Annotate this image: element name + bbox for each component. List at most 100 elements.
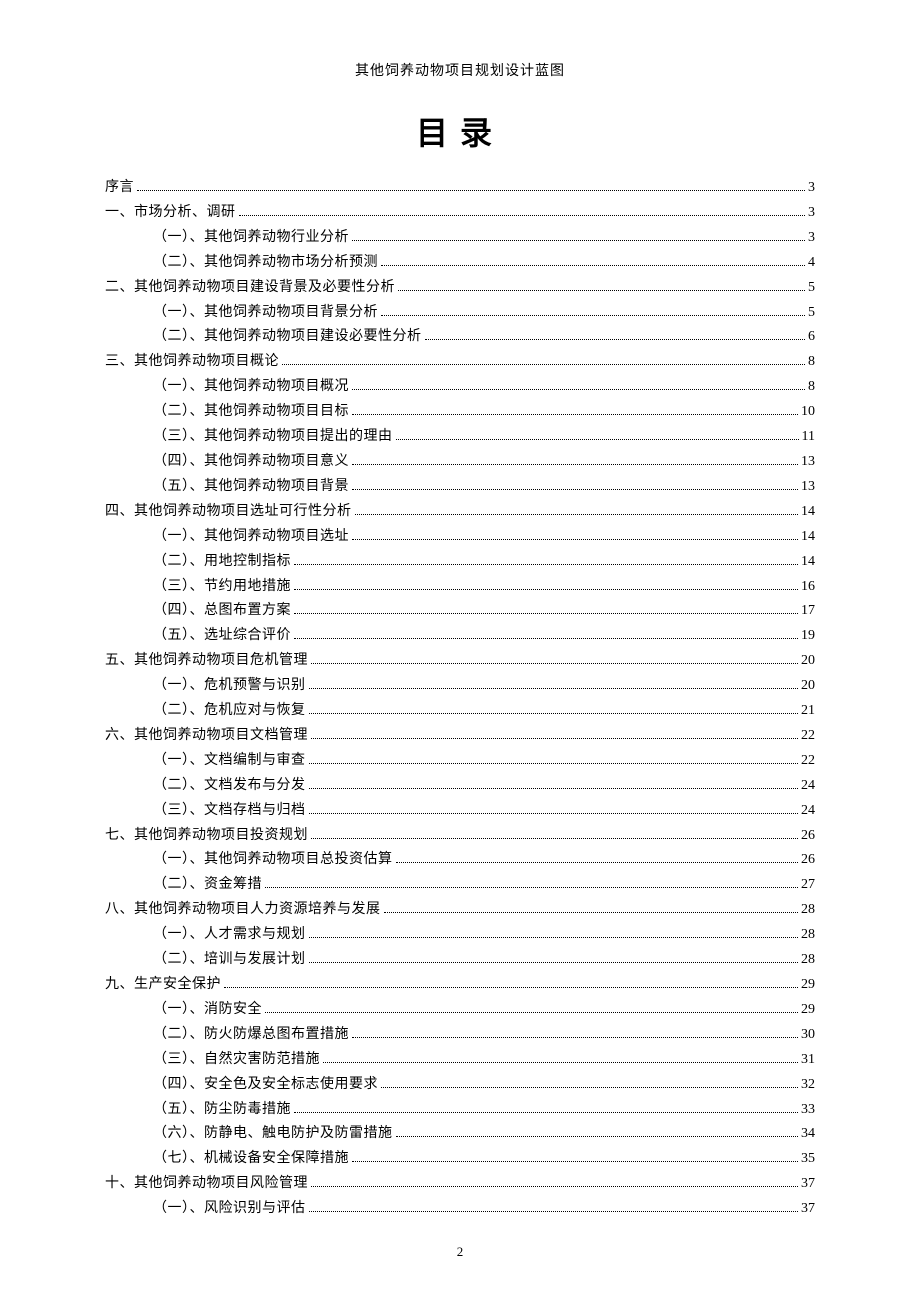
toc-leader-dots (309, 937, 799, 938)
toc-entry-page: 20 (801, 674, 815, 699)
toc-entry-label: （一）、风险识别与评估 (105, 1197, 306, 1222)
toc-entry-page: 10 (801, 400, 815, 425)
toc-entry-label: （三）、文档存档与归档 (105, 799, 306, 824)
toc-entry-page: 3 (808, 176, 815, 201)
toc-entry-page: 29 (801, 998, 815, 1023)
toc-entry-page: 11 (802, 425, 815, 450)
toc-entry-page: 30 (801, 1023, 815, 1048)
toc-entry[interactable]: （二）、用地控制指标14 (105, 550, 815, 575)
page-number: 2 (0, 1244, 920, 1260)
page-header: 其他饲养动物项目规划设计蓝图 (105, 60, 815, 80)
toc-entry[interactable]: （二）、其他饲养动物项目建设必要性分析6 (105, 325, 815, 350)
toc-entry-page: 13 (801, 475, 815, 500)
toc-leader-dots (396, 1136, 799, 1137)
toc-leader-dots (352, 1161, 798, 1162)
toc-entry[interactable]: （二）、其他饲养动物市场分析预测4 (105, 251, 815, 276)
toc-entry[interactable]: （一）、其他饲养动物项目概况 8 (105, 375, 815, 400)
toc-entry-page: 19 (801, 624, 815, 649)
toc-entry-page: 3 (808, 226, 815, 251)
toc-leader-dots (352, 240, 805, 241)
toc-leader-dots (294, 589, 798, 590)
toc-entry-label: （二）、危机应对与恢复 (105, 699, 306, 724)
toc-entry-label: （五）、防尘防毒措施 (105, 1098, 291, 1123)
toc-entry[interactable]: （一）、其他饲养动物项目背景分析5 (105, 301, 815, 326)
toc-entry[interactable]: （二）、培训与发展计划 28 (105, 948, 815, 973)
toc-entry[interactable]: （一）、人才需求与规划28 (105, 923, 815, 948)
toc-entry-label: 九、生产安全保护 (105, 973, 221, 998)
toc-entry[interactable]: 六、其他饲养动物项目文档管理22 (105, 724, 815, 749)
toc-leader-dots (311, 1186, 798, 1187)
toc-entry[interactable]: （三）、节约用地措施16 (105, 575, 815, 600)
toc-title: 目录 (105, 108, 815, 154)
toc-entry-page: 33 (801, 1098, 815, 1123)
toc-entry-page: 26 (801, 848, 815, 873)
toc-entry[interactable]: （二）、防火防爆总图布置措施 30 (105, 1023, 815, 1048)
toc-entry-page: 26 (801, 824, 815, 849)
toc-entry[interactable]: （一）、风险识别与评估 37 (105, 1197, 815, 1222)
toc-entry-page: 27 (801, 873, 815, 898)
toc-entry-page: 22 (801, 749, 815, 774)
toc-entry-label: （二）、文档发布与分发 (105, 774, 306, 799)
toc-entry[interactable]: （七）、机械设备安全保障措施 35 (105, 1147, 815, 1172)
toc-entry[interactable]: （一）、其他饲养动物行业分析3 (105, 226, 815, 251)
toc-entry[interactable]: 五、其他饲养动物项目危机管理20 (105, 649, 815, 674)
toc-entry[interactable]: （一）、其他饲养动物项目选址14 (105, 525, 815, 550)
toc-entry-label: 八、其他饲养动物项目人力资源培养与发展 (105, 898, 381, 923)
toc-entry-page: 31 (801, 1048, 815, 1073)
toc-entry[interactable]: （六）、防静电、触电防护及防雷措施34 (105, 1122, 815, 1147)
toc-entry[interactable]: （一）、消防安全 29 (105, 998, 815, 1023)
toc-entry[interactable]: 三、其他饲养动物项目概论8 (105, 350, 815, 375)
toc-entry-page: 16 (801, 575, 815, 600)
toc-entry-label: （一）、文档编制与审查 (105, 749, 306, 774)
toc-entry-label: （二）、防火防爆总图布置措施 (105, 1023, 349, 1048)
toc-entry[interactable]: （三）、文档存档与归档24 (105, 799, 815, 824)
toc-entry-label: （七）、机械设备安全保障措施 (105, 1147, 349, 1172)
toc-entry-label: 序言 (105, 176, 134, 201)
toc-entry[interactable]: （五）、防尘防毒措施 33 (105, 1098, 815, 1123)
toc-entry-label: （一）、危机预警与识别 (105, 674, 306, 699)
toc-entry-page: 28 (801, 948, 815, 973)
toc-entry-page: 37 (801, 1197, 815, 1222)
toc-entry[interactable]: （四）、安全色及安全标志使用要求32 (105, 1073, 815, 1098)
toc-entry-label: （一）、其他饲养动物项目概况 (105, 375, 349, 400)
toc-entry[interactable]: 序言 3 (105, 176, 815, 201)
toc-entry[interactable]: （一）、文档编制与审查 22 (105, 749, 815, 774)
toc-entry-page: 8 (808, 375, 815, 400)
toc-entry[interactable]: （二）、文档发布与分发24 (105, 774, 815, 799)
document-page: 其他饲养动物项目规划设计蓝图 目录 序言3一、市场分析、调研3（一）、其他饲养动… (0, 0, 920, 1302)
toc-entry-label: （二）、资金筹措 (105, 873, 262, 898)
toc-entry-label: 一、市场分析、调研 (105, 201, 236, 226)
toc-entry[interactable]: （二）、危机应对与恢复21 (105, 699, 815, 724)
toc-entry[interactable]: （四）、总图布置方案17 (105, 599, 815, 624)
toc-entry[interactable]: （一）、其他饲养动物项目总投资估算26 (105, 848, 815, 873)
toc-leader-dots (355, 514, 799, 515)
toc-leader-dots (311, 738, 798, 739)
toc-entry[interactable]: （五）、选址综合评价19 (105, 624, 815, 649)
toc-entry[interactable]: 七、其他饲养动物项目投资规划 26 (105, 824, 815, 849)
toc-entry[interactable]: 一、市场分析、调研3 (105, 201, 815, 226)
toc-entry[interactable]: （二）、其他饲养动物项目目标10 (105, 400, 815, 425)
toc-entry-label: 二、其他饲养动物项目建设背景及必要性分析 (105, 276, 395, 301)
toc-entry-label: （一）、消防安全 (105, 998, 262, 1023)
toc-entry[interactable]: （二）、资金筹措 27 (105, 873, 815, 898)
toc-entry-page: 5 (808, 301, 815, 326)
toc-leader-dots (352, 489, 798, 490)
toc-entry[interactable]: （五）、其他饲养动物项目背景13 (105, 475, 815, 500)
toc-entry[interactable]: （三）、其他饲养动物项目提出的理由11 (105, 425, 815, 450)
toc-entry-page: 28 (801, 923, 815, 948)
toc-entry-label: 七、其他饲养动物项目投资规划 (105, 824, 308, 849)
toc-entry[interactable]: 二、其他饲养动物项目建设背景及必要性分析5 (105, 276, 815, 301)
toc-entry[interactable]: （一）、危机预警与识别 20 (105, 674, 815, 699)
toc-entry-page: 35 (801, 1147, 815, 1172)
toc-entry[interactable]: （三）、自然灾害防范措施31 (105, 1048, 815, 1073)
toc-leader-dots (352, 389, 805, 390)
toc-entry[interactable]: 九、生产安全保护 29 (105, 973, 815, 998)
toc-entry[interactable]: 八、其他饲养动物项目人力资源培养与发展28 (105, 898, 815, 923)
toc-entry-page: 14 (801, 550, 815, 575)
toc-entry[interactable]: （四）、其他饲养动物项目意义13 (105, 450, 815, 475)
toc-entry[interactable]: 十、其他饲养动物项目风险管理37 (105, 1172, 815, 1197)
toc-leader-dots (352, 464, 798, 465)
toc-entry[interactable]: 四、其他饲养动物项目选址可行性分析14 (105, 500, 815, 525)
toc-entry-label: （二）、培训与发展计划 (105, 948, 306, 973)
toc-leader-dots (398, 290, 805, 291)
